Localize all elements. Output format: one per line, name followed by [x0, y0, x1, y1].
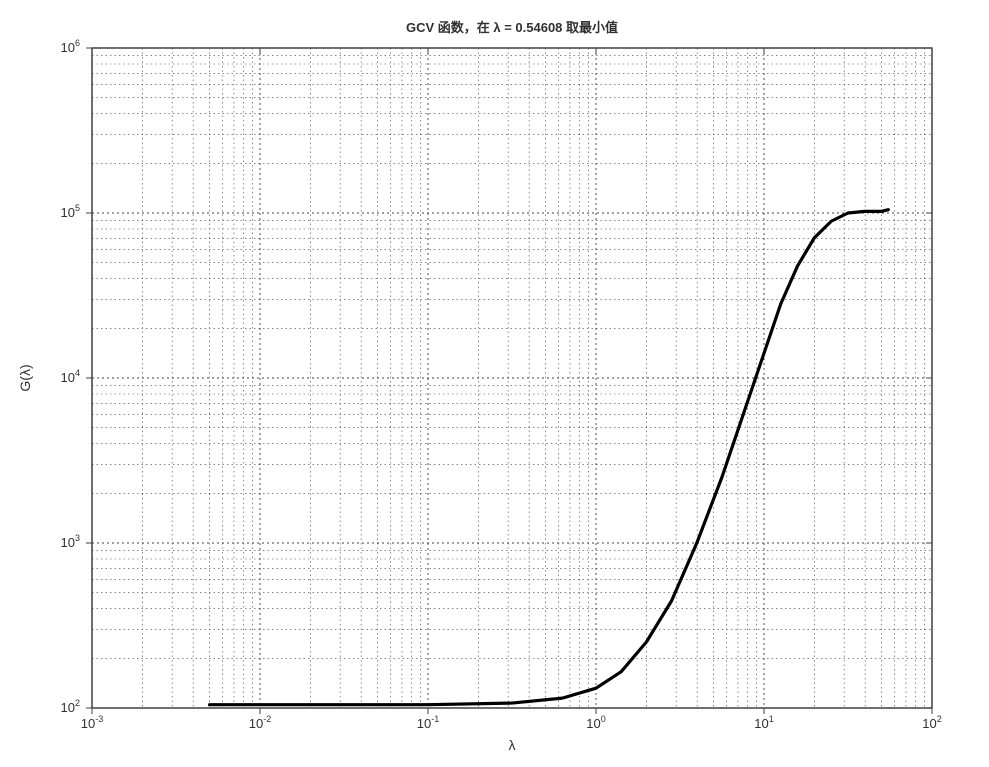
x-axis-label: λ: [509, 737, 516, 753]
y-axis-label: G(λ): [17, 364, 33, 391]
chart-title: GCV 函数，在 λ = 0.54608 取最小值: [406, 20, 618, 35]
loglog-plot: 10-310-210-1100101102102103104105106λG(λ…: [0, 0, 989, 767]
chart-container: 10-310-210-1100101102102103104105106λG(λ…: [0, 0, 989, 767]
